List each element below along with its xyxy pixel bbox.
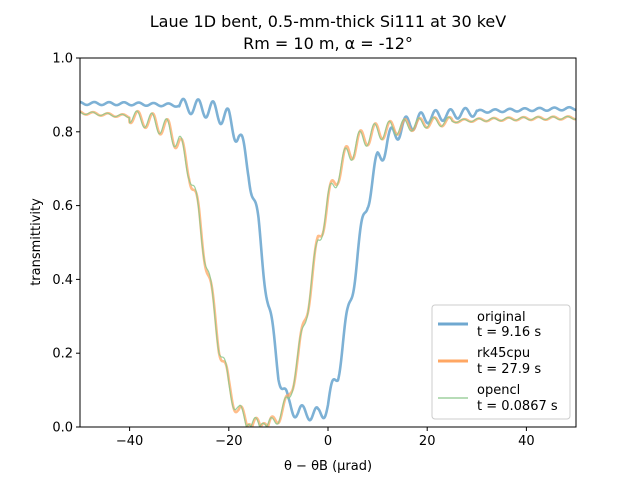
legend: original t = 9.16 s rk45cpu t = 27.9 s o… [431, 304, 571, 420]
legend-label-rk45cpu: rk45cpu [477, 346, 530, 361]
y-tick-label: 0.4 [52, 273, 73, 288]
y-axis-label: transmittivity [29, 198, 44, 286]
y-axis-ticks: 0.0 0.2 0.4 0.6 0.8 1.0 [52, 52, 80, 436]
series-layer [80, 97, 576, 427]
legend-box [431, 304, 571, 420]
y-tick-label: 0.2 [52, 347, 73, 362]
chart-title-line2: Rm = 10 m, α = -12° [243, 34, 413, 53]
legend-label-original: original [477, 310, 526, 325]
x-tick-label: 0 [324, 434, 332, 449]
chart-title-line1: Laue 1D bent, 0.5-mm-thick Si111 at 30 k… [150, 12, 507, 31]
legend-time-rk45cpu: t = 27.9 s [477, 362, 541, 377]
plot-area [79, 57, 577, 428]
x-tick-label: 20 [419, 434, 436, 449]
legend-time-original: t = 9.16 s [477, 325, 541, 340]
legend-label-opencl: opencl [477, 383, 520, 398]
x-tick-label: −40 [116, 434, 143, 449]
y-tick-label: 1.0 [52, 52, 73, 67]
x-tick-label: 40 [518, 434, 535, 449]
y-tick-label: 0.8 [52, 125, 73, 140]
x-tick-label: −20 [215, 434, 242, 449]
series-original-line [80, 97, 576, 422]
x-axis-ticks: −40 −20 0 20 40 [116, 427, 535, 449]
series-opencl-line [80, 110, 576, 427]
legend-time-opencl: t = 0.0867 s [477, 399, 558, 414]
y-tick-label: 0.0 [52, 421, 73, 436]
y-tick-label: 0.6 [52, 199, 73, 214]
x-axis-label: θ − θB (μrad) [284, 459, 372, 474]
